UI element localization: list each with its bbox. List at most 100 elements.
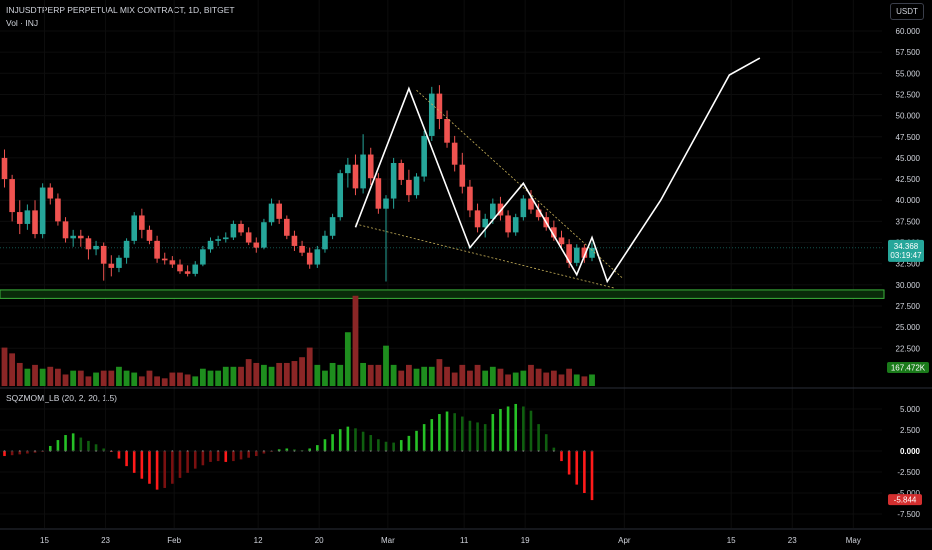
squeeze-dot [484, 450, 487, 452]
squeeze-dot [224, 450, 227, 452]
momentum-bars [3, 403, 594, 501]
trendline [355, 223, 615, 289]
price-tick-label: 40.000 [896, 196, 921, 205]
momentum-bar [193, 451, 197, 469]
candle-body [428, 93, 435, 136]
squeeze-dot [217, 450, 220, 452]
volume-title: Vol · INJ [6, 18, 39, 28]
volume-bar [32, 364, 38, 386]
momentum-bar [422, 424, 426, 451]
momentum-bar [529, 410, 533, 451]
volume-last-label: 167.472K [891, 364, 926, 373]
volume-bar [253, 362, 260, 386]
candle-body [245, 232, 252, 243]
date-tick-label: 23 [101, 536, 110, 545]
squeeze-dot [446, 450, 448, 452]
squeeze-dot [133, 450, 136, 452]
volume-bar [444, 366, 450, 386]
volume-bar [535, 368, 542, 386]
volume-bar [123, 370, 130, 386]
price-tick-label: 42.500 [896, 175, 921, 184]
squeeze-dot [392, 450, 395, 452]
candle-body [215, 239, 221, 241]
momentum-tick-label: -5.000 [897, 489, 920, 498]
candle-body [474, 210, 481, 228]
candle-body [207, 240, 214, 250]
candle-body [1, 157, 8, 180]
squeeze-dot [232, 450, 235, 452]
squeeze-dot [186, 450, 189, 452]
date-tick-label: 12 [254, 536, 263, 545]
candle-body [78, 235, 84, 239]
momentum-bar [399, 440, 403, 451]
momentum-bar [163, 451, 167, 488]
volume-bar [352, 295, 359, 386]
momentum-bar [461, 416, 464, 451]
momentum-bar [117, 451, 121, 459]
volume-bar [497, 368, 504, 386]
volume-bar [291, 361, 298, 386]
momentum-last-label: -5.844 [894, 496, 917, 505]
volume-bar [16, 362, 23, 386]
squeeze-dot [377, 450, 380, 452]
squeeze-dot [575, 450, 578, 452]
squeeze-dot [79, 450, 82, 452]
momentum-bar [499, 409, 502, 451]
volume-bar [276, 362, 283, 386]
volume-bar [261, 364, 267, 386]
squeeze-dot [362, 450, 365, 452]
squeeze-dot [278, 450, 281, 452]
volume-bar [550, 370, 557, 386]
candle-body [16, 212, 23, 224]
candles [1, 85, 595, 282]
volume-bar [138, 376, 145, 386]
volume-bar [375, 364, 382, 386]
squeeze-dot [95, 450, 97, 452]
momentum-bar [262, 451, 266, 454]
momentum-bar [323, 439, 327, 451]
squeeze-dot [148, 450, 151, 452]
volume-bar [589, 374, 595, 386]
volume-badge [887, 362, 929, 373]
price-tick-label: 32.500 [896, 260, 921, 269]
momentum-tick-label: 0.000 [900, 447, 921, 456]
candle-body [123, 240, 130, 258]
candle-body [284, 218, 290, 236]
date-tick-label: 20 [315, 536, 324, 545]
volume-bar [161, 378, 168, 386]
countdown-label: 03:19:47 [890, 251, 922, 260]
date-tick-label: 23 [788, 536, 797, 545]
volume-bar [573, 374, 580, 386]
candle-body [360, 154, 366, 189]
squeeze-dot [11, 450, 14, 452]
momentum-bar [254, 451, 258, 457]
squeeze-dot [87, 450, 90, 452]
price-tick-label: 57.500 [896, 48, 921, 57]
candle-body [436, 93, 443, 119]
volume-bar [566, 368, 573, 386]
candle-body [200, 249, 206, 265]
momentum-bar [552, 447, 556, 451]
momentum-bar [361, 431, 365, 451]
volume-bar [467, 370, 473, 386]
momentum-bar [476, 422, 479, 451]
squeeze-dot [194, 450, 197, 452]
volume-bar [451, 372, 458, 386]
candle-body [383, 198, 389, 209]
candle-body [352, 164, 359, 189]
currency-button[interactable]: USDT [890, 3, 924, 20]
momentum-bar [491, 414, 495, 451]
momentum-bar [132, 451, 136, 473]
squeeze-dot [34, 450, 36, 452]
squeeze-dot [537, 450, 540, 452]
candle-body [337, 173, 344, 218]
volume-bar [62, 374, 69, 386]
squeeze-dot [49, 450, 52, 452]
pattern-line [354, 57, 761, 284]
momentum-bar [522, 406, 525, 451]
squeeze-dot [491, 450, 494, 452]
momentum-bar [148, 451, 151, 484]
candle-body [70, 235, 76, 239]
support-zone-rect [0, 289, 885, 299]
